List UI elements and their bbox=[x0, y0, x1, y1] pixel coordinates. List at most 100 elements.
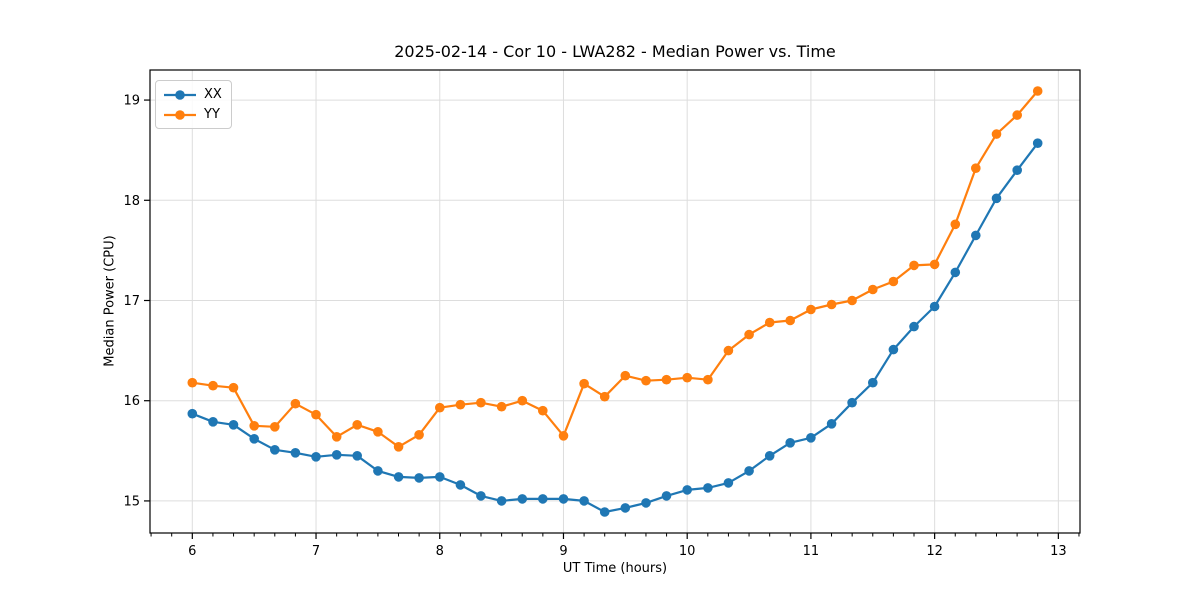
data-point-xx bbox=[744, 466, 754, 476]
data-point-xx bbox=[826, 419, 837, 429]
data-point-xx bbox=[331, 450, 342, 460]
legend-marker-icon bbox=[175, 89, 185, 100]
data-point-yy bbox=[249, 421, 259, 431]
data-point-xx bbox=[929, 301, 940, 312]
y-tick-label: 15 bbox=[123, 494, 140, 509]
data-point-xx bbox=[888, 344, 899, 355]
data-point-yy bbox=[971, 163, 981, 173]
data-point-yy bbox=[847, 295, 857, 306]
data-point-xx bbox=[187, 408, 198, 419]
data-point-xx bbox=[991, 193, 1002, 204]
data-point-xx bbox=[352, 451, 363, 461]
x-tick-label: 10 bbox=[679, 544, 696, 559]
data-point-yy bbox=[764, 317, 775, 328]
x-tick-label: 7 bbox=[312, 544, 320, 559]
data-point-xx bbox=[496, 496, 507, 506]
y-axis-label: Median Power (CPU) bbox=[102, 235, 118, 367]
data-point-xx bbox=[868, 377, 878, 388]
plot-frame bbox=[149, 69, 1081, 534]
data-point-xx bbox=[270, 445, 280, 455]
data-point-yy bbox=[393, 442, 404, 452]
data-point-yy bbox=[1032, 86, 1043, 96]
legend-label-yy: YY bbox=[204, 107, 220, 122]
data-point-yy bbox=[909, 260, 919, 271]
x-tick-label: 8 bbox=[436, 544, 444, 559]
data-point-yy bbox=[496, 401, 507, 412]
y-tick-label: 17 bbox=[123, 294, 140, 309]
data-point-xx bbox=[393, 472, 404, 482]
data-point-yy bbox=[331, 432, 342, 442]
data-point-yy bbox=[1012, 110, 1022, 120]
y-tick-label: 19 bbox=[123, 94, 140, 109]
data-point-xx bbox=[579, 496, 589, 506]
data-point-xx bbox=[703, 483, 713, 493]
x-axis-label: UT Time (hours) bbox=[562, 561, 668, 576]
data-point-yy bbox=[290, 398, 301, 409]
data-point-yy bbox=[744, 329, 754, 340]
data-point-xx bbox=[558, 494, 569, 504]
data-point-yy bbox=[435, 402, 445, 413]
data-point-yy bbox=[228, 382, 239, 393]
data-point-xx bbox=[208, 417, 218, 427]
data-point-yy bbox=[826, 299, 837, 310]
data-point-xx bbox=[538, 494, 548, 504]
data-point-xx bbox=[228, 420, 239, 430]
chart-title: 2025-02-14 - Cor 10 - LWA282 - Median Po… bbox=[394, 42, 836, 61]
data-point-yy bbox=[208, 380, 218, 391]
data-point-yy bbox=[455, 399, 466, 410]
data-point-xx bbox=[455, 480, 466, 490]
data-point-yy bbox=[579, 378, 589, 389]
data-point-yy bbox=[806, 304, 816, 315]
data-point-xx bbox=[373, 466, 383, 476]
y-tick-label: 18 bbox=[123, 194, 140, 209]
data-point-xx bbox=[847, 397, 857, 408]
data-point-yy bbox=[703, 374, 713, 385]
x-tick-label: 9 bbox=[559, 544, 567, 559]
data-point-yy bbox=[311, 409, 321, 420]
data-point-xx bbox=[1032, 138, 1043, 148]
legend-item-yy: YY bbox=[163, 105, 222, 124]
x-tick-label: 12 bbox=[926, 544, 943, 559]
legend-swatch-yy bbox=[164, 109, 196, 120]
legend-label-xx: XX bbox=[204, 87, 222, 102]
data-point-yy bbox=[599, 391, 610, 402]
data-point-yy bbox=[641, 375, 651, 386]
data-point-yy bbox=[929, 259, 940, 270]
data-point-yy bbox=[270, 422, 280, 432]
x-tick-label: 6 bbox=[188, 544, 196, 559]
data-point-yy bbox=[723, 345, 734, 356]
data-point-xx bbox=[435, 472, 445, 482]
data-point-xx bbox=[620, 503, 631, 513]
data-point-xx bbox=[950, 267, 961, 278]
data-point-xx bbox=[661, 491, 672, 501]
data-point-yy bbox=[476, 397, 486, 408]
data-point-yy bbox=[352, 420, 363, 430]
data-point-xx bbox=[517, 494, 528, 504]
data-point-yy bbox=[620, 370, 631, 381]
data-point-xx bbox=[311, 452, 321, 462]
data-point-xx bbox=[290, 448, 301, 458]
data-point-yy bbox=[868, 284, 878, 295]
data-point-xx bbox=[723, 478, 734, 488]
legend: XX YY bbox=[155, 80, 232, 129]
data-point-yy bbox=[682, 372, 692, 383]
data-point-xx bbox=[641, 498, 651, 508]
data-point-xx bbox=[476, 491, 486, 501]
data-point-xx bbox=[1012, 165, 1022, 175]
data-point-xx bbox=[682, 485, 692, 495]
data-point-yy bbox=[888, 276, 899, 287]
data-point-yy bbox=[785, 315, 795, 326]
x-tick-label: 13 bbox=[1050, 544, 1067, 559]
data-point-xx bbox=[599, 507, 610, 517]
legend-item-xx: XX bbox=[163, 85, 222, 104]
data-point-xx bbox=[785, 438, 795, 448]
data-point-xx bbox=[764, 451, 775, 461]
data-point-yy bbox=[373, 427, 383, 437]
data-point-xx bbox=[249, 434, 259, 444]
data-point-xx bbox=[909, 321, 919, 332]
data-point-yy bbox=[538, 405, 548, 416]
data-point-yy bbox=[517, 395, 528, 406]
data-point-xx bbox=[414, 473, 424, 483]
data-point-yy bbox=[558, 431, 569, 441]
